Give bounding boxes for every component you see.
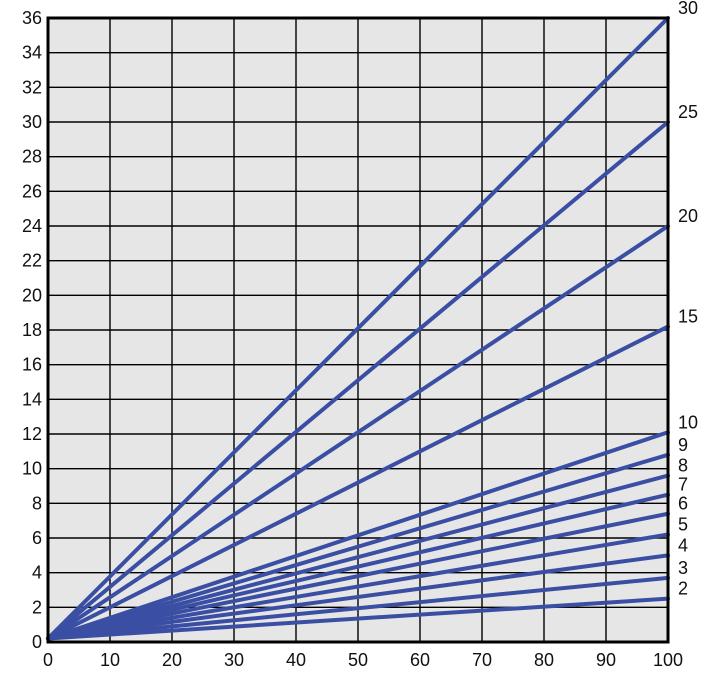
y-tick-label: 4 (32, 563, 42, 583)
x-tick-label: 20 (162, 650, 182, 670)
x-tick-label: 50 (348, 650, 368, 670)
y-tick-label: 12 (22, 424, 42, 444)
series-line-10 (46, 430, 670, 641)
series-lines (46, 16, 670, 641)
series-line-30 (46, 16, 670, 641)
y-tick-label: 10 (22, 459, 42, 479)
series-line-9 (46, 452, 670, 641)
series-line-20 (46, 224, 670, 641)
series-line-4 (46, 553, 670, 641)
y-tick-label: 14 (22, 389, 42, 409)
series-line-3 (46, 575, 670, 641)
y-tick-label: 18 (22, 320, 42, 340)
series-line-5 (46, 532, 670, 641)
y-tick-label: 2 (32, 597, 42, 617)
series-line-8 (46, 473, 670, 641)
y-tick-label: 16 (22, 355, 42, 375)
y-tick-label: 26 (22, 181, 42, 201)
y-tick-label: 24 (22, 216, 42, 236)
y-tick-label: 6 (32, 528, 42, 548)
y-tick-label: 36 (22, 8, 42, 28)
series-label-2: 2 (678, 579, 688, 599)
series-label-20: 20 (678, 206, 698, 226)
plot-frame (46, 16, 670, 644)
y-tick-label: 30 (22, 112, 42, 132)
series-label-7: 7 (678, 475, 688, 495)
series-label-25: 25 (678, 102, 698, 122)
y-tick-label: 34 (22, 43, 42, 63)
x-tick-label: 60 (410, 650, 430, 670)
series-label-10: 10 (678, 412, 698, 432)
y-tick-label: 20 (22, 285, 42, 305)
x-tick-label: 90 (596, 650, 616, 670)
y-tick-label: 8 (32, 493, 42, 513)
x-tick-label: 70 (472, 650, 492, 670)
series-label-8: 8 (678, 456, 688, 476)
series-label-3: 3 (678, 558, 688, 578)
y-tick-label: 32 (22, 77, 42, 97)
x-tick-label: 100 (653, 650, 683, 670)
series-line-7 (46, 492, 670, 641)
x-tick-label: 80 (534, 650, 554, 670)
y-tick-label: 0 (32, 632, 42, 652)
x-tick-label: 40 (286, 650, 306, 670)
x-tick-label: 30 (224, 650, 244, 670)
series-label-30: 30 (678, 0, 698, 18)
x-tick-label: 0 (43, 650, 53, 670)
x-axis-ticks: 0 10 20 30 40 50 60 70 80 90 100 (43, 650, 683, 670)
series-label-15: 15 (678, 307, 698, 327)
series-label-4: 4 (678, 535, 688, 555)
series-label-5: 5 (678, 515, 688, 535)
series-label-6: 6 (678, 494, 688, 514)
x-tick-label: 10 (100, 650, 120, 670)
series-line-6 (46, 511, 670, 641)
series-label-9: 9 (678, 435, 688, 455)
series-line-15 (46, 324, 670, 641)
y-tick-label: 22 (22, 251, 42, 271)
y-tick-label: 28 (22, 147, 42, 167)
series-line-2 (46, 596, 670, 641)
series-line-25 (46, 120, 670, 641)
